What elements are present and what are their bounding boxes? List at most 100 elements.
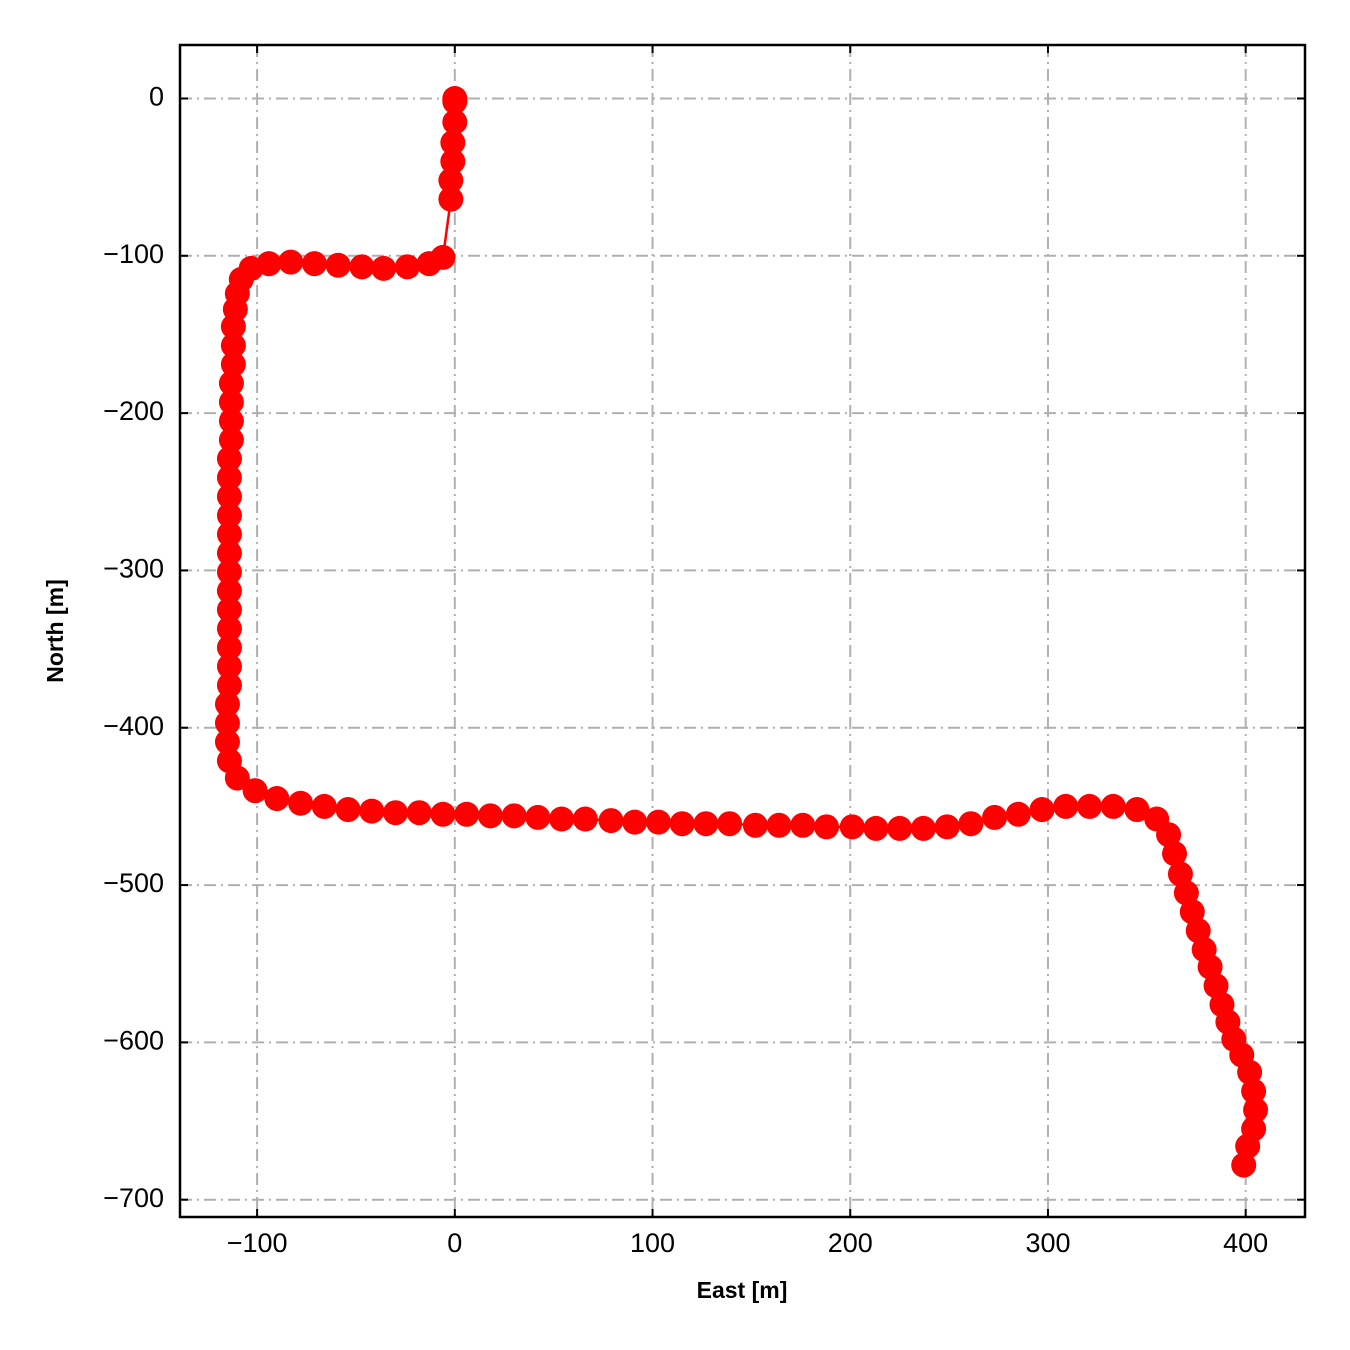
marker bbox=[218, 389, 244, 415]
marker bbox=[742, 812, 768, 838]
marker bbox=[218, 370, 244, 396]
marker bbox=[887, 815, 913, 841]
marker bbox=[264, 786, 290, 812]
marker bbox=[1179, 899, 1205, 925]
marker bbox=[1167, 861, 1193, 887]
marker bbox=[1185, 918, 1211, 944]
marker bbox=[910, 815, 936, 841]
marker bbox=[216, 521, 242, 547]
marker bbox=[1124, 797, 1150, 823]
marker bbox=[325, 252, 351, 278]
y-tick-label: −500 bbox=[103, 868, 164, 898]
marker bbox=[1053, 793, 1079, 819]
marker bbox=[1162, 841, 1188, 867]
x-tick-label: 200 bbox=[828, 1228, 873, 1258]
marker bbox=[934, 814, 960, 840]
marker bbox=[216, 446, 242, 472]
marker bbox=[216, 540, 242, 566]
marker bbox=[1243, 1097, 1269, 1123]
x-tick-label: −100 bbox=[227, 1228, 288, 1258]
marker bbox=[216, 483, 242, 509]
marker bbox=[216, 672, 242, 698]
marker bbox=[242, 778, 268, 804]
marker bbox=[839, 814, 865, 840]
marker bbox=[501, 803, 527, 829]
y-tick-label: −700 bbox=[103, 1183, 164, 1213]
x-tick-label: 400 bbox=[1223, 1228, 1268, 1258]
marker bbox=[218, 427, 244, 453]
marker bbox=[216, 578, 242, 604]
marker bbox=[224, 765, 250, 791]
x-axis-title: East [m] bbox=[697, 1277, 788, 1303]
y-tick-label: 0 bbox=[149, 82, 164, 112]
marker bbox=[359, 798, 385, 824]
y-tick-label: −600 bbox=[103, 1026, 164, 1056]
marker bbox=[1237, 1059, 1263, 1085]
marker bbox=[442, 89, 468, 115]
marker bbox=[1241, 1078, 1267, 1104]
marker bbox=[216, 559, 242, 585]
marker bbox=[549, 806, 575, 832]
marker bbox=[622, 809, 648, 835]
marker bbox=[572, 806, 598, 832]
marker bbox=[301, 251, 327, 277]
x-tick-label: 300 bbox=[1025, 1228, 1070, 1258]
marker bbox=[383, 800, 409, 826]
marker bbox=[216, 502, 242, 528]
marker bbox=[349, 254, 375, 280]
marker bbox=[214, 691, 240, 717]
marker bbox=[438, 167, 464, 193]
marker bbox=[440, 130, 466, 156]
marker bbox=[220, 314, 246, 340]
marker bbox=[430, 801, 456, 827]
marker bbox=[371, 255, 397, 281]
marker bbox=[220, 351, 246, 377]
plot-frame bbox=[178, 43, 1307, 1219]
marker bbox=[1197, 954, 1223, 980]
marker bbox=[814, 814, 840, 840]
y-tick-label: −400 bbox=[103, 711, 164, 741]
marker bbox=[220, 332, 246, 358]
marker bbox=[278, 249, 304, 275]
marker bbox=[311, 793, 337, 819]
marker bbox=[1231, 1152, 1257, 1178]
marker bbox=[406, 800, 432, 826]
marker bbox=[216, 616, 242, 642]
y-tick-label: −200 bbox=[103, 396, 164, 426]
marker bbox=[645, 809, 671, 835]
marker bbox=[669, 811, 695, 837]
marker bbox=[693, 811, 719, 837]
marker bbox=[454, 801, 480, 827]
y-tick-label: −300 bbox=[103, 554, 164, 584]
marker bbox=[1235, 1133, 1261, 1159]
marker bbox=[442, 109, 468, 135]
marker bbox=[1005, 801, 1031, 827]
marker bbox=[477, 803, 503, 829]
x-tick-label: 0 bbox=[447, 1228, 462, 1258]
marker bbox=[216, 597, 242, 623]
marker bbox=[863, 815, 889, 841]
marker bbox=[216, 653, 242, 679]
marker bbox=[790, 812, 816, 838]
y-axis-title: North [m] bbox=[42, 579, 68, 682]
marker bbox=[216, 465, 242, 491]
marker bbox=[416, 251, 442, 277]
marker bbox=[1076, 793, 1102, 819]
marker bbox=[288, 790, 314, 816]
marker bbox=[214, 710, 240, 736]
marker bbox=[717, 811, 743, 837]
marker bbox=[335, 797, 361, 823]
marker bbox=[1100, 793, 1126, 819]
marker bbox=[766, 812, 792, 838]
x-tick-label: 100 bbox=[630, 1228, 675, 1258]
marker bbox=[1156, 822, 1182, 848]
marker bbox=[438, 186, 464, 212]
marker bbox=[218, 408, 244, 434]
marker bbox=[216, 635, 242, 661]
marker bbox=[598, 808, 624, 834]
marker bbox=[958, 811, 984, 837]
marker bbox=[982, 804, 1008, 830]
marker bbox=[525, 804, 551, 830]
